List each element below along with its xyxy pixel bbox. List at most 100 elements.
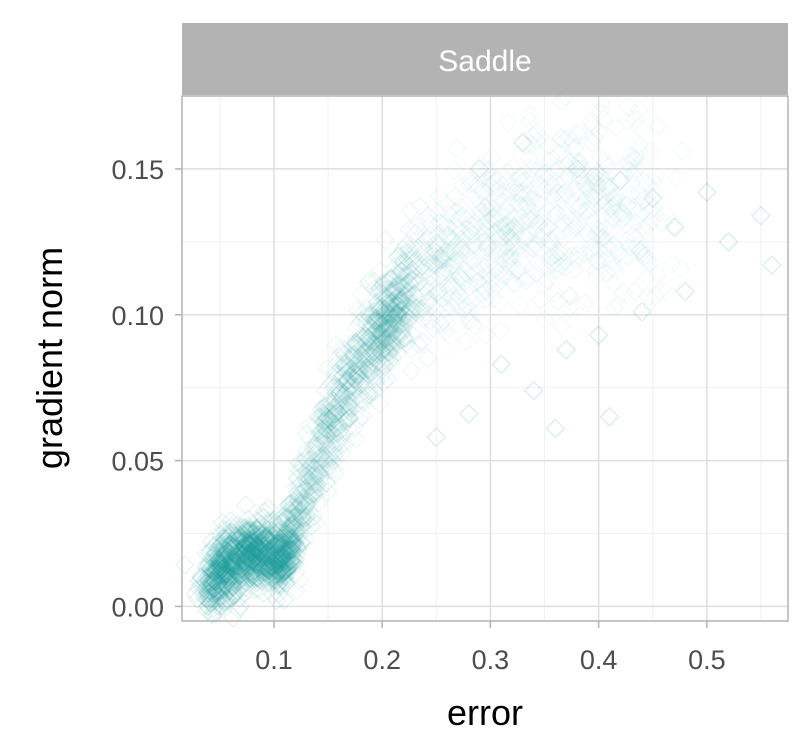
data-point (284, 532, 305, 553)
data-point (339, 408, 360, 429)
data-point (266, 570, 287, 591)
data-point (362, 334, 383, 355)
data-point (287, 522, 308, 543)
data-point (256, 528, 277, 549)
data-point (585, 250, 606, 271)
data-point (337, 381, 358, 402)
data-point (238, 534, 259, 555)
data-point (205, 567, 226, 588)
data-point (214, 592, 235, 613)
data-point (374, 298, 395, 319)
data-point (345, 367, 366, 388)
data-point (539, 166, 560, 187)
data-point (241, 545, 262, 566)
panel-border (181, 95, 789, 622)
data-point (209, 552, 230, 573)
data-point (338, 407, 359, 428)
data-point (385, 255, 406, 276)
data-point (418, 289, 439, 310)
data-point (236, 529, 257, 550)
data-point (306, 513, 327, 534)
data-point (376, 305, 397, 326)
data-point (240, 551, 261, 572)
data-point (547, 203, 568, 224)
data-point (517, 194, 538, 215)
data-point (351, 302, 372, 323)
data-point (257, 558, 278, 579)
data-point (567, 218, 588, 239)
data-point (442, 241, 463, 262)
data-point (625, 227, 646, 248)
data-point (387, 305, 408, 326)
data-point (268, 548, 289, 569)
data-point (465, 261, 486, 282)
data-point (496, 182, 517, 203)
data-point (244, 530, 265, 551)
data-point (248, 555, 269, 576)
data-point (221, 552, 242, 573)
data-point (225, 555, 246, 576)
data-point (244, 548, 265, 569)
data-point (275, 528, 296, 549)
data-point (237, 556, 258, 577)
data-point (213, 538, 234, 559)
data-point (253, 550, 274, 571)
data-point (312, 426, 333, 447)
data-point (201, 572, 222, 593)
data-point (199, 572, 220, 593)
data-point (330, 394, 351, 415)
data-point (235, 543, 256, 564)
data-point (384, 336, 405, 357)
data-point (397, 280, 418, 301)
data-point (245, 579, 266, 600)
data-point (378, 270, 399, 291)
data-point (551, 91, 572, 112)
data-point (604, 297, 625, 318)
data-point (233, 539, 254, 560)
data-point (360, 324, 381, 345)
data-point (232, 533, 253, 553)
data-point (215, 590, 236, 611)
data-point (391, 323, 412, 344)
data-point (343, 375, 364, 396)
data-point (236, 546, 257, 567)
data-point (368, 297, 389, 318)
data-point (310, 467, 331, 488)
data-point (632, 157, 653, 178)
data-point (242, 551, 263, 572)
data-point (245, 546, 266, 567)
data-point (391, 261, 412, 282)
data-point (205, 586, 226, 607)
data-point (635, 187, 656, 208)
y-tick-label: 0.05 (111, 447, 164, 477)
data-point (449, 285, 470, 306)
data-point (256, 519, 277, 540)
data-point (283, 513, 304, 534)
data-point (363, 378, 384, 399)
data-point (194, 587, 215, 608)
data-point (203, 558, 224, 579)
data-point (257, 560, 278, 581)
data-point (271, 570, 292, 591)
data-point (224, 586, 244, 607)
data-point (368, 329, 389, 350)
data-point (299, 485, 320, 506)
data-point (324, 404, 345, 425)
data-point (382, 309, 403, 330)
data-point (248, 532, 269, 553)
data-point (253, 554, 274, 575)
data-point (378, 341, 399, 362)
data-point (582, 229, 603, 250)
data-point (246, 538, 267, 559)
data-point (472, 247, 493, 268)
data-point (197, 567, 217, 588)
data-point (319, 409, 340, 430)
data-point (216, 568, 237, 589)
data-point (234, 550, 255, 571)
data-point (496, 223, 517, 244)
data-point (200, 576, 221, 597)
data-point (224, 536, 245, 557)
data-point (231, 539, 252, 560)
data-point (217, 554, 238, 575)
data-point (496, 221, 517, 242)
